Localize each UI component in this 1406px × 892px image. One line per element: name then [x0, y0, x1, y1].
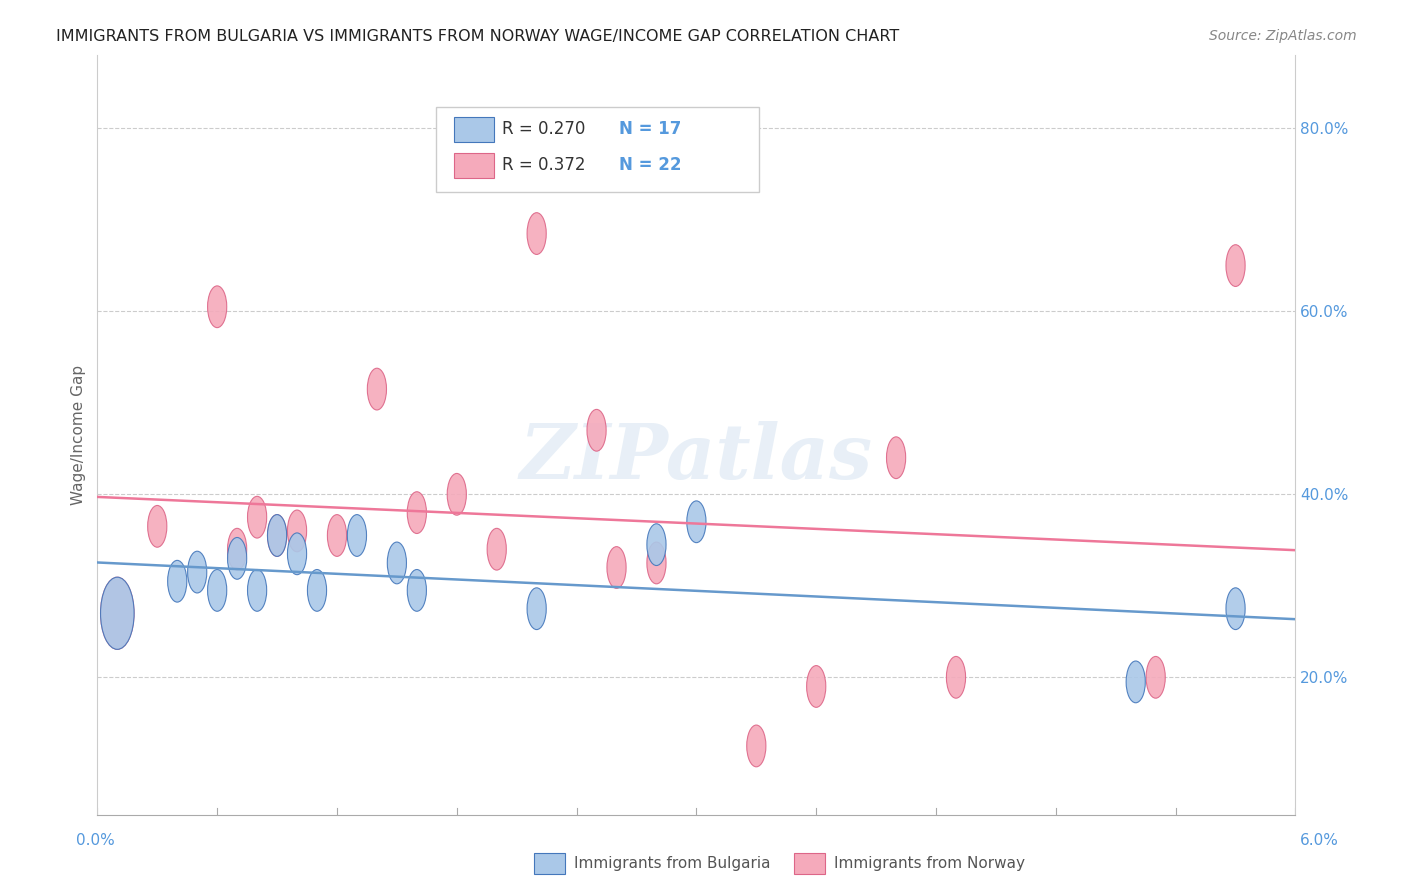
Ellipse shape	[408, 569, 426, 611]
Ellipse shape	[247, 569, 267, 611]
Ellipse shape	[328, 515, 346, 557]
Ellipse shape	[387, 542, 406, 584]
Ellipse shape	[647, 542, 666, 584]
Ellipse shape	[167, 560, 187, 602]
Ellipse shape	[807, 665, 825, 707]
Ellipse shape	[887, 437, 905, 479]
Text: R = 0.270: R = 0.270	[502, 120, 585, 138]
Text: N = 17: N = 17	[619, 120, 681, 138]
Text: ZIPatlas: ZIPatlas	[520, 421, 873, 495]
Ellipse shape	[1146, 657, 1166, 698]
Ellipse shape	[1226, 244, 1246, 286]
Ellipse shape	[101, 577, 134, 649]
Ellipse shape	[267, 515, 287, 557]
Ellipse shape	[228, 528, 246, 570]
Ellipse shape	[347, 515, 367, 557]
Ellipse shape	[267, 515, 287, 557]
Ellipse shape	[586, 409, 606, 451]
Text: R = 0.372: R = 0.372	[502, 156, 585, 174]
Text: Source: ZipAtlas.com: Source: ZipAtlas.com	[1209, 29, 1357, 43]
Ellipse shape	[647, 524, 666, 566]
Ellipse shape	[187, 551, 207, 593]
Y-axis label: Wage/Income Gap: Wage/Income Gap	[72, 365, 86, 505]
Text: 6.0%: 6.0%	[1299, 833, 1339, 847]
Ellipse shape	[287, 533, 307, 574]
Ellipse shape	[1126, 661, 1146, 703]
Ellipse shape	[607, 547, 626, 589]
Ellipse shape	[208, 285, 226, 327]
Ellipse shape	[247, 496, 267, 538]
Ellipse shape	[408, 491, 426, 533]
Text: N = 22: N = 22	[619, 156, 681, 174]
Ellipse shape	[148, 506, 167, 547]
Ellipse shape	[228, 538, 246, 579]
Text: Immigrants from Bulgaria: Immigrants from Bulgaria	[574, 856, 770, 871]
Ellipse shape	[946, 657, 966, 698]
Ellipse shape	[308, 569, 326, 611]
Ellipse shape	[287, 510, 307, 552]
Ellipse shape	[367, 368, 387, 410]
Ellipse shape	[486, 528, 506, 570]
Text: IMMIGRANTS FROM BULGARIA VS IMMIGRANTS FROM NORWAY WAGE/INCOME GAP CORRELATION C: IMMIGRANTS FROM BULGARIA VS IMMIGRANTS F…	[56, 29, 900, 44]
Text: 0.0%: 0.0%	[76, 833, 115, 847]
Ellipse shape	[527, 588, 547, 630]
Ellipse shape	[447, 474, 467, 516]
Ellipse shape	[686, 501, 706, 542]
Ellipse shape	[1226, 588, 1246, 630]
Ellipse shape	[527, 212, 547, 254]
Text: Immigrants from Norway: Immigrants from Norway	[834, 856, 1025, 871]
Ellipse shape	[208, 569, 226, 611]
Ellipse shape	[101, 577, 134, 649]
Ellipse shape	[747, 725, 766, 767]
